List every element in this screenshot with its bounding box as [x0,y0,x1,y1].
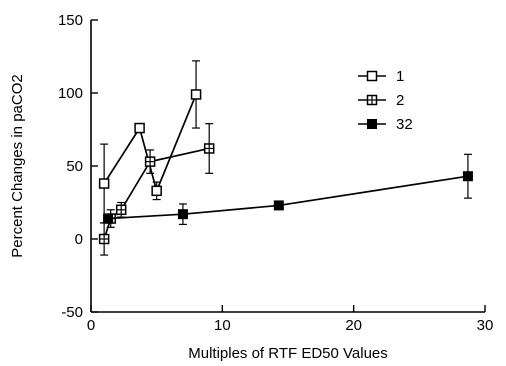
data-point [151,185,162,197]
data-point [98,233,110,245]
y-tick-label: 150 [58,12,83,29]
legend-marker [366,94,378,106]
x-tick-label: 20 [345,317,362,334]
legend: 1 2 32 [358,68,413,133]
marker-body [103,213,114,224]
legend-entry: 32 [358,116,413,133]
legend-entry: 2 [358,92,404,109]
y-tick-label: 50 [66,158,83,175]
data-point [203,143,215,154]
data-point [98,178,110,189]
legend-marker [366,70,378,82]
marker-body [273,200,284,211]
data-point [144,156,156,167]
series-2 [98,123,215,256]
legend-marker [367,119,377,129]
legend-label: 32 [396,116,413,133]
marker-body [462,171,473,182]
x-tick-label: 30 [477,317,494,334]
data-point [190,89,202,100]
legend-entry: 1 [358,68,404,85]
marker-body [366,70,378,82]
marker-body [367,119,377,129]
x-tick-label: 0 [87,317,95,334]
legend-label: 2 [396,92,404,109]
legend-label: 1 [396,68,404,85]
y-axis-label: Percent Changes in paCO2 [9,74,26,257]
series-layer [98,60,473,256]
data-point [115,204,127,216]
marker-body [134,122,145,134]
y-tick-label: 0 [75,231,83,248]
data-point [462,171,473,182]
series-1 [98,60,202,224]
series-32 [103,153,473,225]
data-point [103,213,114,224]
y-tick-label: -50 [61,304,83,321]
marker-body [177,209,188,220]
series-line [108,175,469,220]
marker-body [151,185,162,197]
marker-body [190,89,202,100]
data-point [273,200,284,211]
marker-body [98,178,110,189]
x-axis-label: Multiples of RTF ED50 Values [188,345,388,362]
data-point [134,122,145,134]
y-tick-label: 100 [58,85,83,102]
x-tick-label: 10 [214,317,231,334]
series-line [103,94,197,194]
data-point [177,209,188,220]
